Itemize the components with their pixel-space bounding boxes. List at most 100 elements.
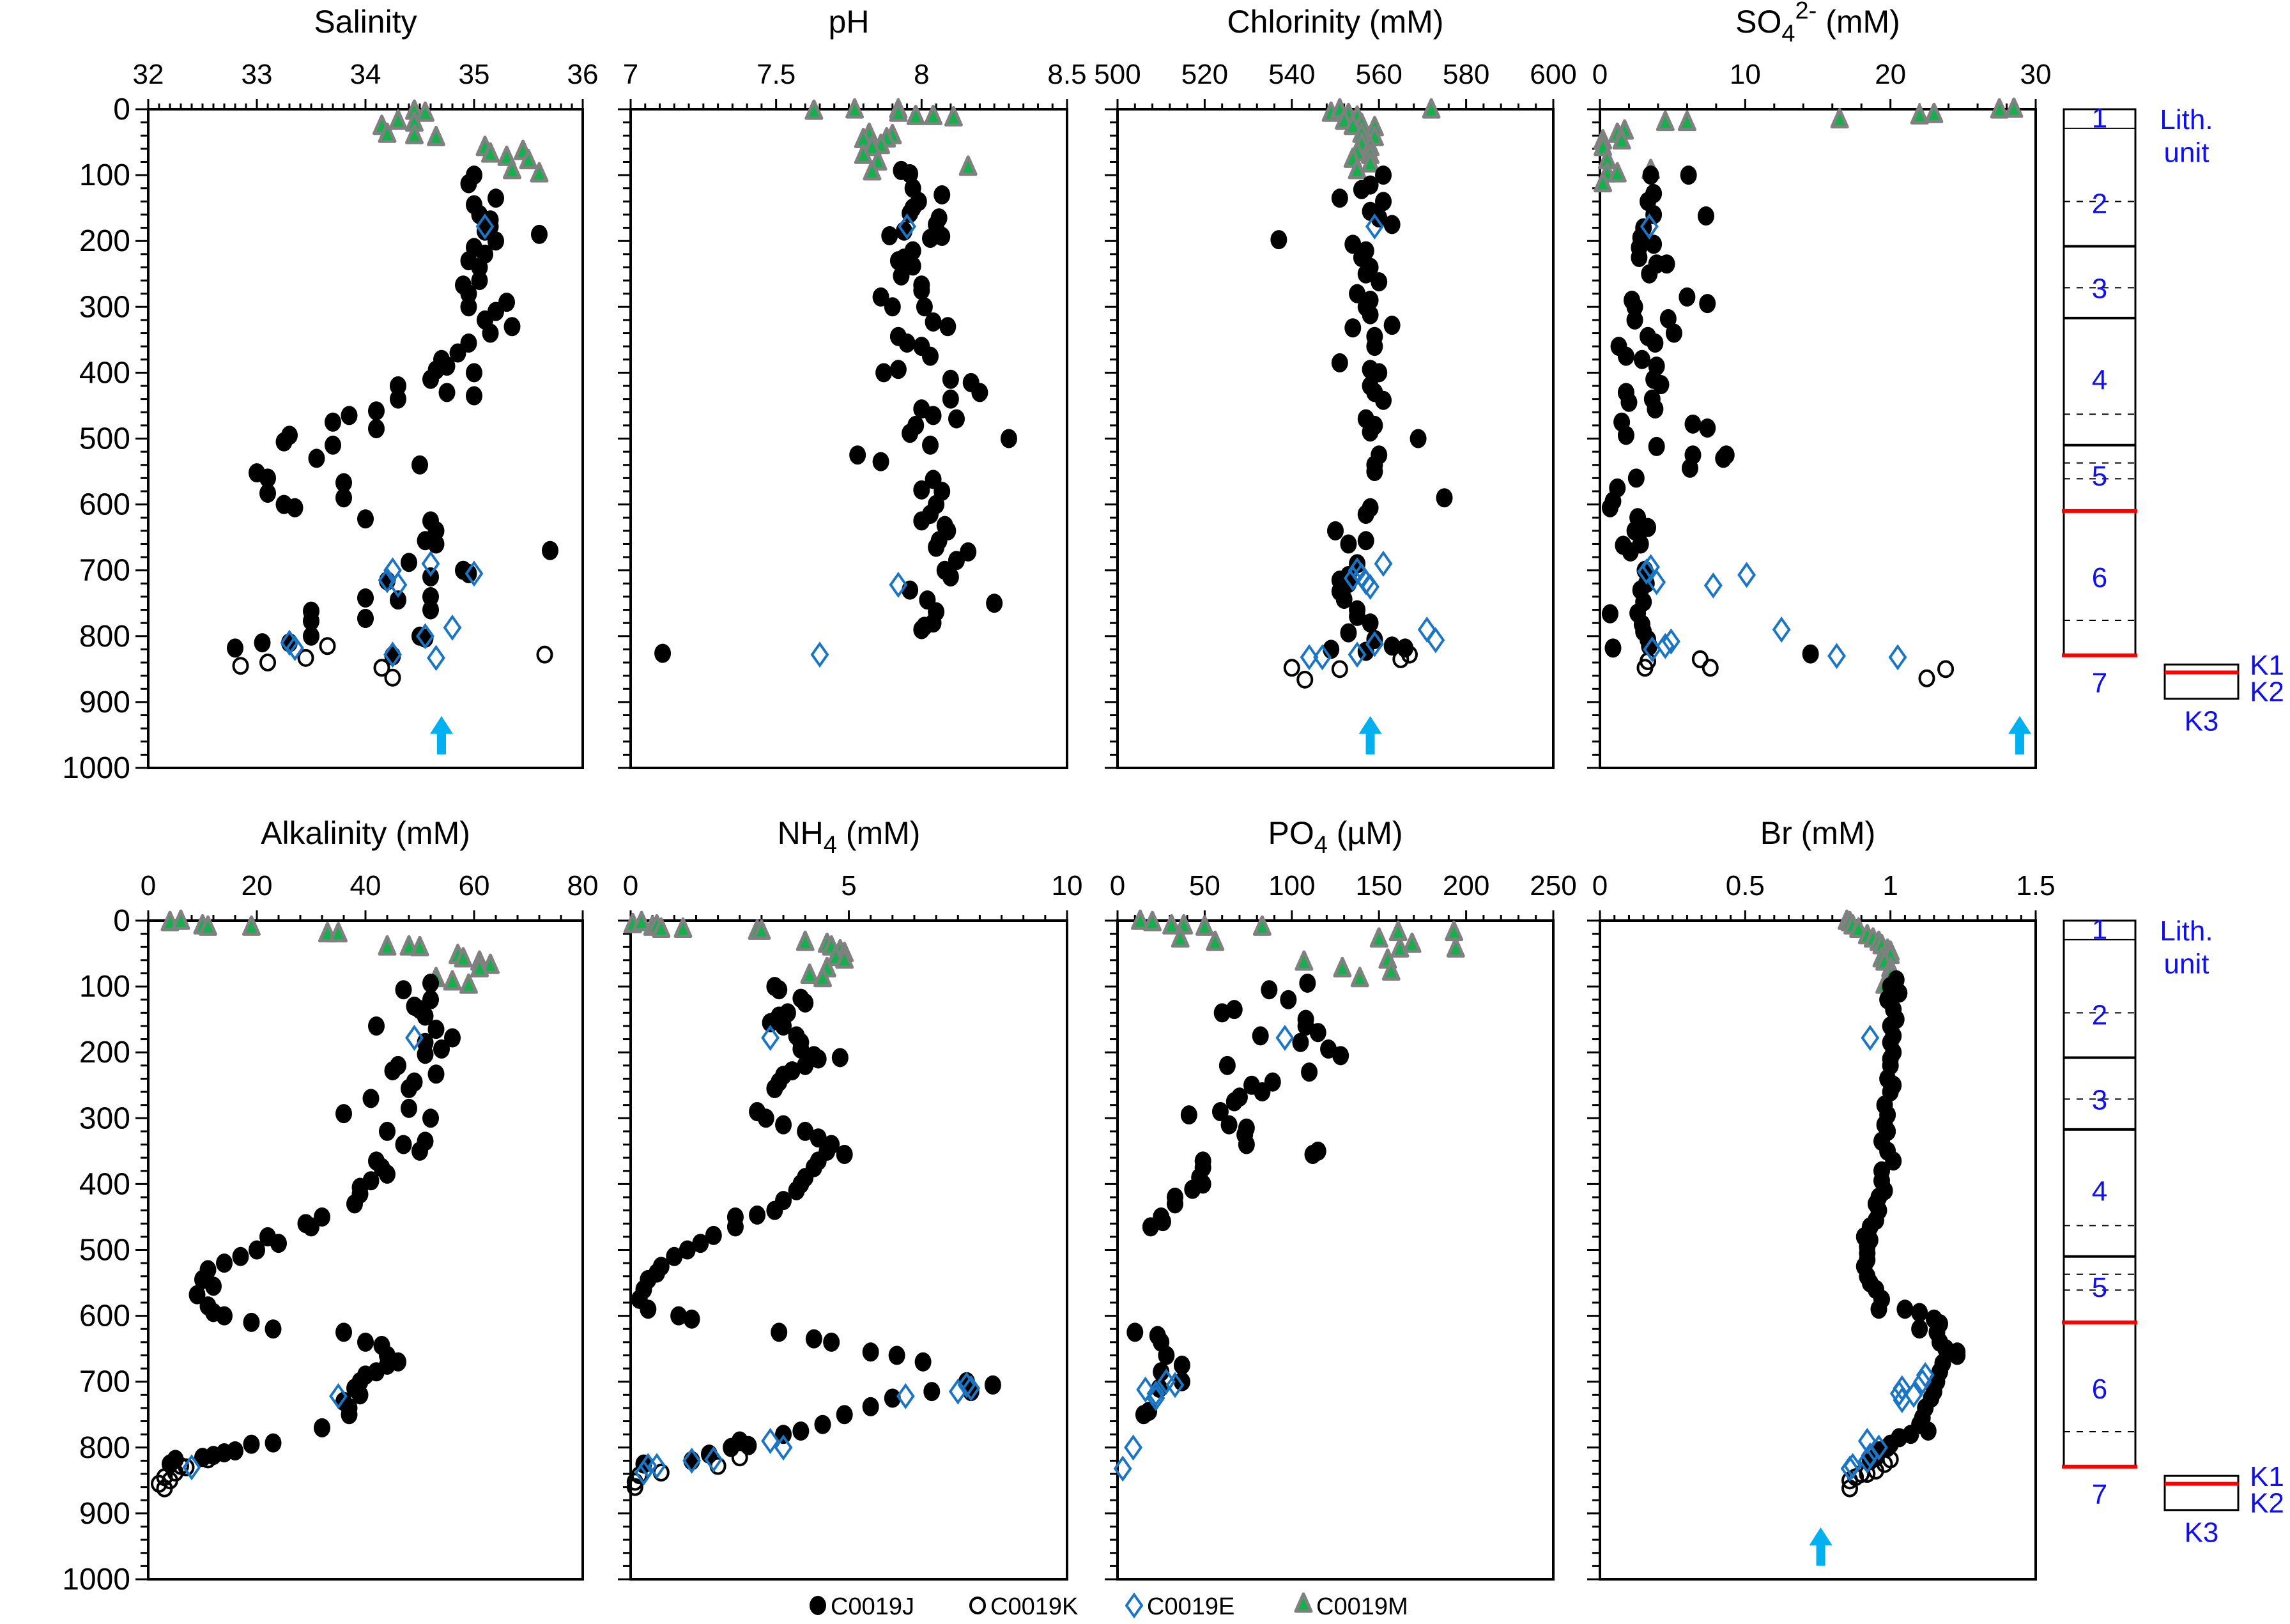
data-point-c0019j [1911,1303,1928,1322]
data-point-c0019m [470,956,489,977]
x-tick-label: 35 [459,59,490,90]
data-point-c0019j [216,1253,233,1273]
legend-label: C0019M [1316,1593,1408,1620]
data-point-c0019m [171,909,190,930]
panel-ph: pH 7 7.5 8 8.5 [618,4,1087,769]
data-point-c0019m [1348,158,1367,180]
data-point-c0019j [925,312,942,332]
data-point-c0019j [308,448,325,468]
legend-item-c0019k: C0019K [969,1593,1078,1620]
data-point-c0019j [948,409,965,429]
data-point-c0019e [329,1383,348,1409]
data-point-c0019e [1893,1387,1912,1414]
data-point-c0019e [810,641,829,668]
x-tick-label: 36 [567,59,599,90]
data-point-c0019j [888,1345,905,1365]
x-tick-label: 80 [567,870,599,901]
series-c0019e [1113,1025,1295,1482]
data-point-c0019e [1656,632,1675,659]
series-c0019m [373,99,549,183]
legend-item-c0019m: C0019M [1294,1592,1408,1620]
data-point-c0019j [216,1306,233,1326]
data-point-c0019k [319,637,336,655]
panel-nh4-mm: NH4 (mM) 0 5 10 [618,815,1082,1581]
data-point-c0019j [849,445,866,465]
data-point-c0019j [1648,436,1665,456]
y-tick-label: 700 [79,1365,130,1399]
y-tick-label: 1000 [62,1563,130,1597]
data-point-c0019j [422,369,439,389]
panel-title: Chlorinity (mM) [1227,4,1444,40]
data-point-c0019e [1343,565,1362,592]
lith-header: Lith. [2160,104,2213,135]
x-tick-label: 600 [1530,59,1576,90]
series-c0019k [151,1450,217,1498]
data-point-c0019m [481,142,500,163]
data-point-c0019m [673,917,693,938]
x-tick-label: 0.5 [1726,870,1765,901]
data-point-c0019j [1699,294,1716,314]
data-point-c0019m [503,158,521,180]
series-c0019m [1130,909,1465,988]
data-point-c0019m [443,970,462,991]
data-point-c0019j [466,363,482,383]
data-point-c0019e [383,641,402,668]
data-point-c0019j [1270,230,1287,250]
data-point-c0019m [459,973,478,994]
y-tick-label: 100 [79,970,130,1004]
data-point-c0019m [1252,915,1272,936]
data-point-c0019m [1446,937,1465,958]
series-c0019j [227,165,558,666]
data-point-c0019j [427,534,445,554]
lith-header: Lith. [2160,915,2213,947]
data-point-c0019j [925,406,942,425]
data-point-c0019j [1261,980,1278,1000]
data-point-c0019j [488,231,504,251]
data-point-c0019j [401,1078,417,1098]
series-c0019m [1594,97,2024,193]
data-point-c0019e [1146,1380,1165,1407]
data-point-c0019j [1617,425,1634,445]
data-point-c0019m [378,935,397,956]
data-point-c0019m [1388,921,1408,942]
data-point-c0019j [1640,517,1657,537]
data-point-c0019k [199,1450,217,1469]
data-point-c0019j [862,1342,879,1362]
data-point-c0019j [797,993,814,1013]
data-point-c0019e [1374,550,1393,577]
lith-unit-label: 3 [2092,1084,2107,1115]
data-point-c0019j [1173,1355,1190,1375]
data-point-c0019j [390,389,406,409]
data-point-c0019j [836,1405,853,1425]
data-point-c0019j [259,484,276,503]
data-point-c0019j [810,1049,827,1069]
k-unit-label: K2 [2250,1488,2284,1519]
data-point-c0019j [216,1443,233,1463]
data-point-c0019k [731,1448,748,1467]
data-point-c0019j [1371,272,1388,292]
data-point-c0019j [384,1061,401,1081]
data-point-c0019e [1870,1434,1888,1461]
series-c0019m [160,909,500,994]
data-point-c0019j [303,1217,319,1237]
data-point-c0019m [199,915,217,936]
data-point-c0019j [1371,208,1388,228]
panel-br-mm: Br (mM) 0 0.5 1 1.5 [1587,815,2056,1581]
data-point-c0019e [1827,643,1846,670]
data-point-c0019j [904,241,921,261]
seawater-arrow-icon [1358,716,1382,755]
data-point-c0019e [1125,1592,1144,1619]
lith-unit-label: 5 [2092,1272,2107,1303]
data-point-c0019j [934,185,951,205]
data-point-c0019j [1658,254,1675,274]
data-point-c0019j [1410,429,1427,448]
lith-header: unit [2164,948,2209,979]
data-point-c0019e [1165,1372,1185,1398]
x-tick-label: 580 [1443,59,1489,90]
data-point-c0019k [156,1479,173,1498]
data-point-c0019e [1348,641,1367,668]
lith-unit-label: 6 [2092,562,2107,594]
lith-unit-label: 2 [2092,999,2107,1030]
data-point-c0019m [454,947,473,968]
x-tick-label: 0 [141,870,156,901]
